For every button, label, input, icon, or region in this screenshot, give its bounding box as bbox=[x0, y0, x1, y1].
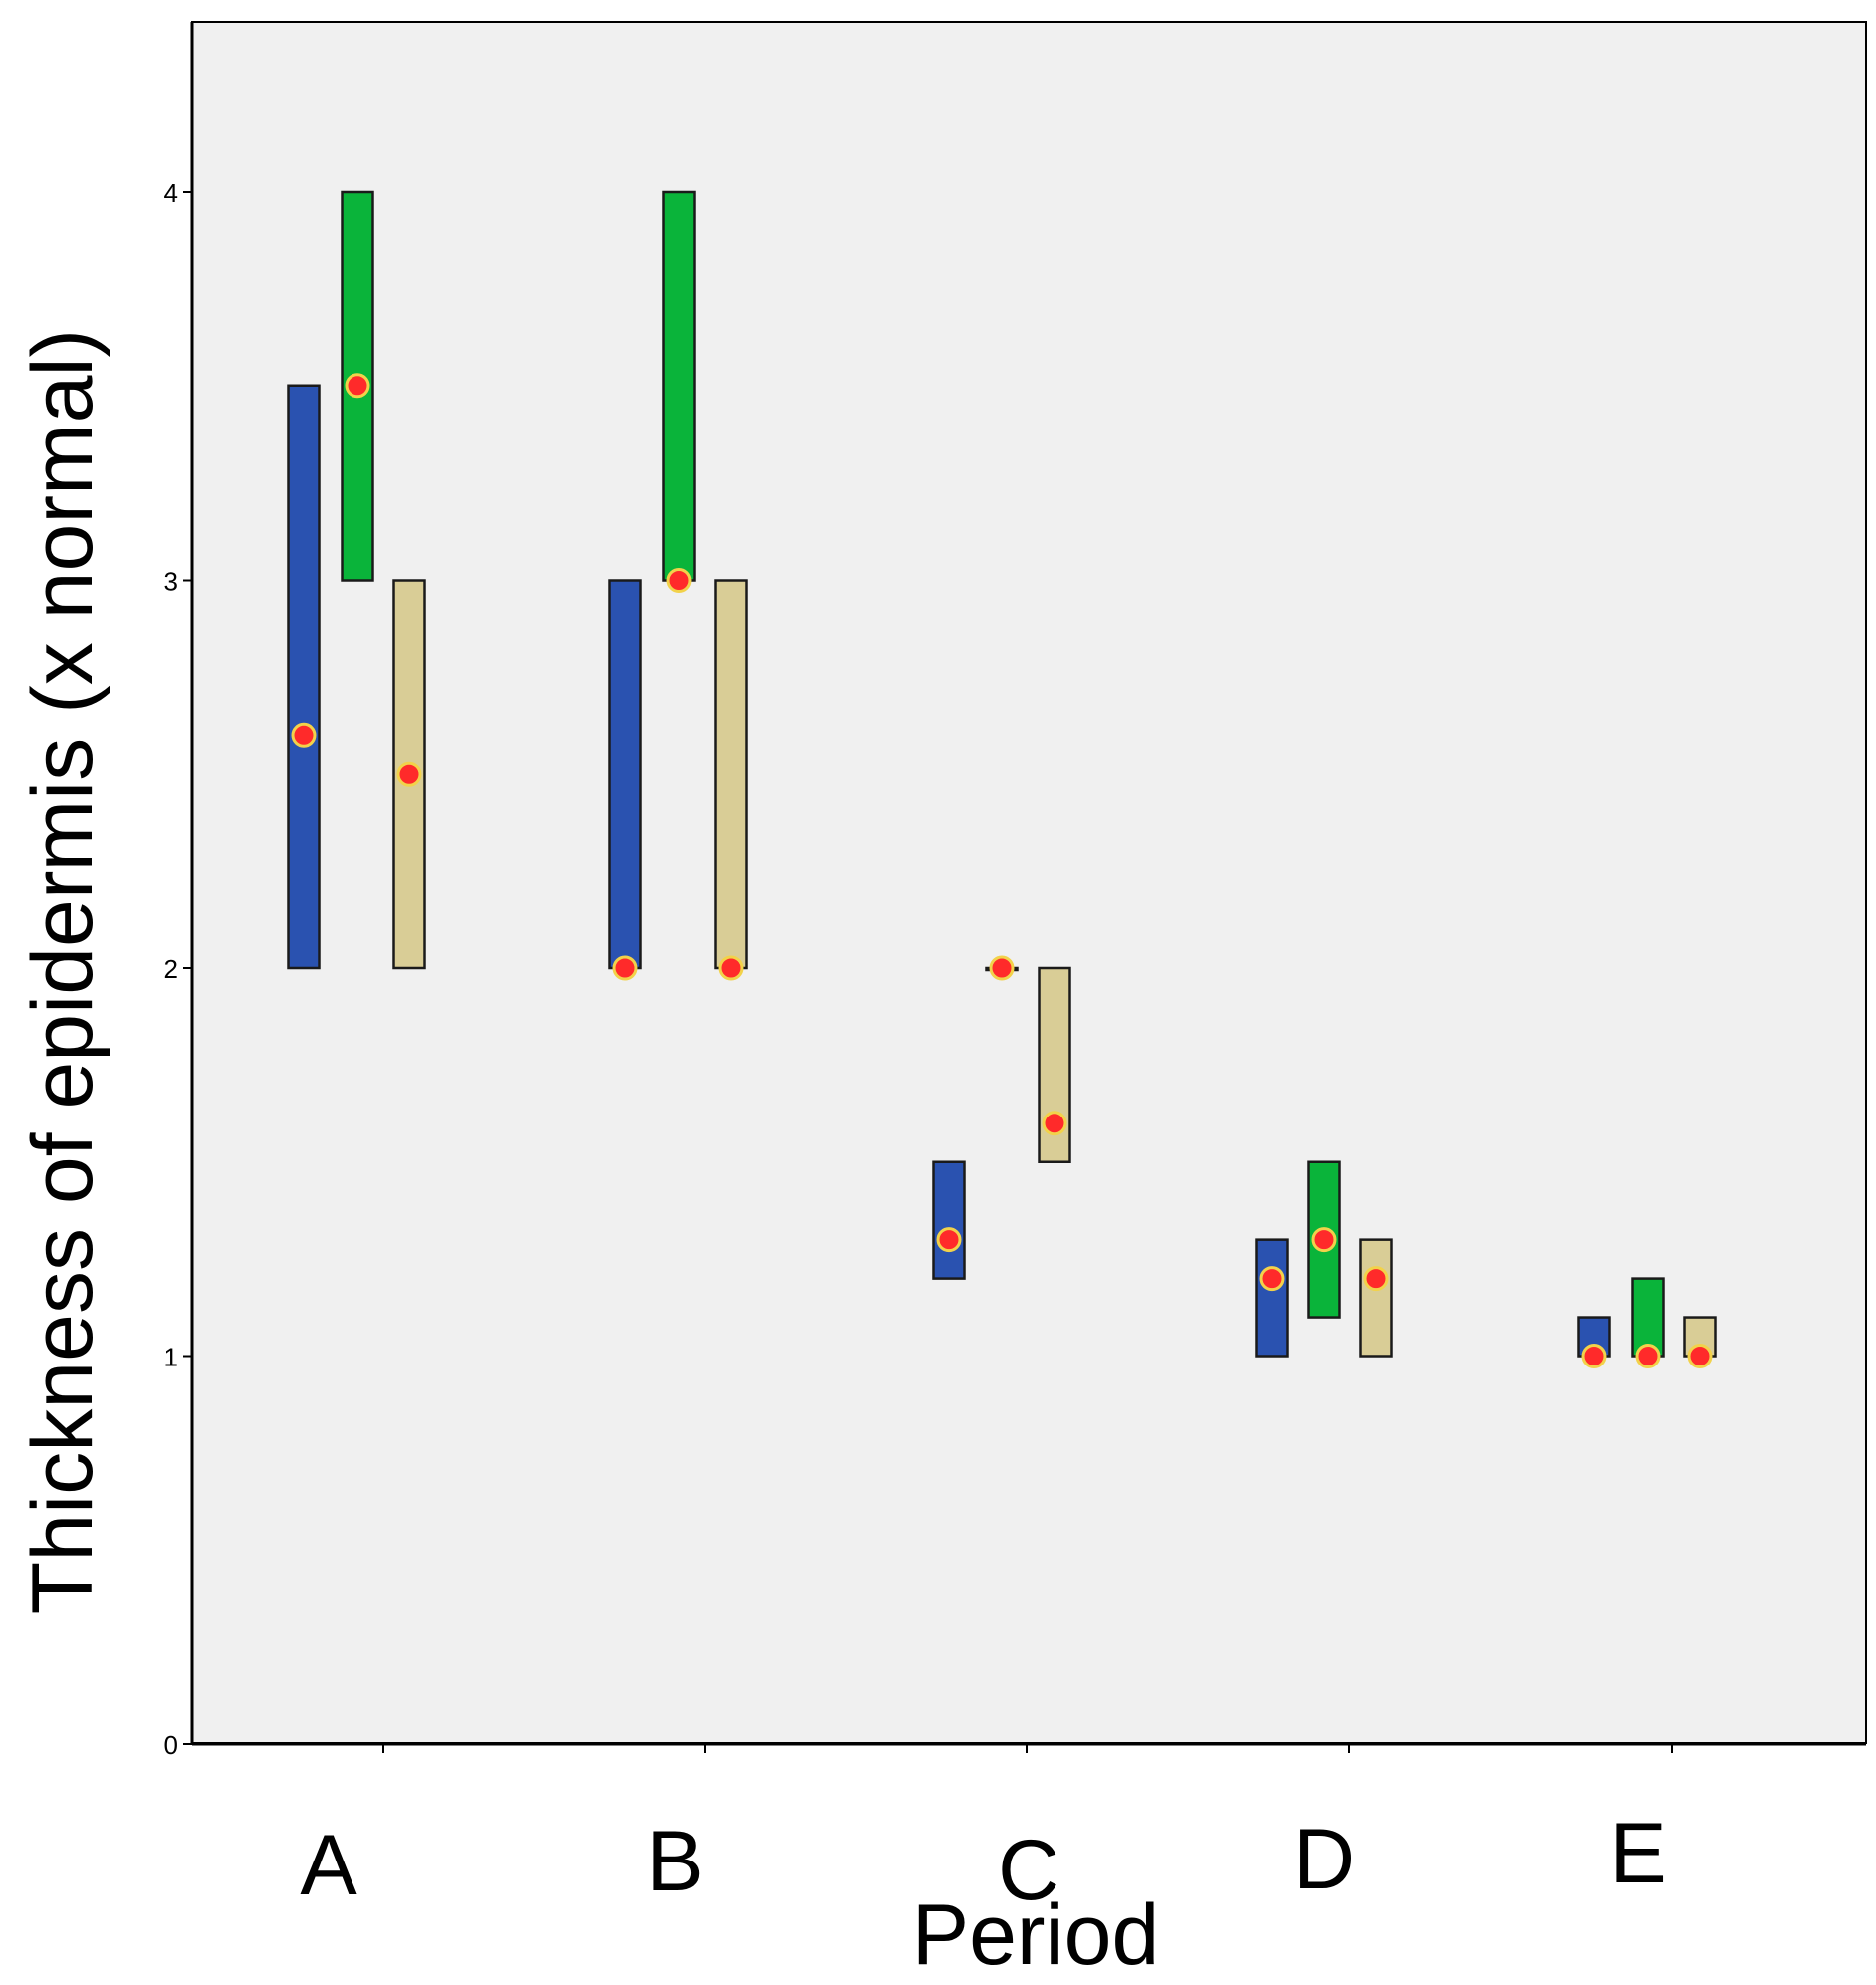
center-marker-c-group-2 bbox=[989, 955, 1015, 981]
range-bar-d-group-1 bbox=[1255, 1238, 1289, 1358]
center-marker-d-group-1 bbox=[1259, 1266, 1285, 1292]
category-label-a: A bbox=[300, 1818, 357, 1913]
category-label-c: C bbox=[998, 1823, 1059, 1918]
x-axis-ticks: A B C D E bbox=[300, 1744, 1673, 1918]
center-marker-e-group-1 bbox=[1581, 1344, 1607, 1368]
x-axis-title: Period bbox=[912, 1887, 1160, 1983]
center-marker-e-group-2 bbox=[1635, 1344, 1661, 1368]
y-tick-label: 4 bbox=[164, 178, 178, 208]
range-bar-c-group-1 bbox=[932, 1160, 966, 1280]
category-label-b: B bbox=[646, 1814, 703, 1909]
range-bar-d-group-3 bbox=[1359, 1238, 1393, 1358]
center-marker-b-group-2 bbox=[666, 568, 692, 593]
y-tick-label: 2 bbox=[164, 954, 178, 984]
range-bar-a-group-1 bbox=[287, 384, 321, 970]
center-markers bbox=[291, 373, 1713, 1368]
y-tick-label: 3 bbox=[164, 567, 178, 597]
center-marker-e-group-3 bbox=[1687, 1344, 1713, 1368]
center-marker-b-group-3 bbox=[718, 955, 744, 981]
y-axis-ticks: 0 1 2 3 4 bbox=[164, 178, 192, 1760]
category-label-d: D bbox=[1293, 1812, 1355, 1907]
range-bar-e-group-2 bbox=[1631, 1277, 1665, 1358]
center-marker-a-group-2 bbox=[345, 373, 370, 399]
center-marker-a-group-3 bbox=[396, 761, 422, 787]
category-label-e: E bbox=[1609, 1806, 1666, 1901]
range-bars bbox=[287, 190, 1717, 1358]
center-marker-c-group-3 bbox=[1042, 1111, 1067, 1136]
y-axis-title: Thickness of epidermis (x normal) bbox=[15, 329, 111, 1613]
center-marker-b-group-1 bbox=[612, 955, 638, 981]
range-bar-b-group-3 bbox=[714, 579, 748, 970]
y-tick-label: 1 bbox=[164, 1343, 178, 1372]
plot-area bbox=[191, 21, 1867, 1744]
center-marker-c-group-1 bbox=[936, 1227, 962, 1253]
range-bar-b-group-2 bbox=[662, 190, 696, 582]
range-bar-b-group-1 bbox=[608, 579, 642, 970]
center-marker-d-group-2 bbox=[1311, 1227, 1337, 1253]
y-tick-label: 0 bbox=[164, 1730, 178, 1760]
center-marker-a-group-1 bbox=[291, 722, 317, 748]
center-marker-d-group-3 bbox=[1363, 1266, 1389, 1292]
